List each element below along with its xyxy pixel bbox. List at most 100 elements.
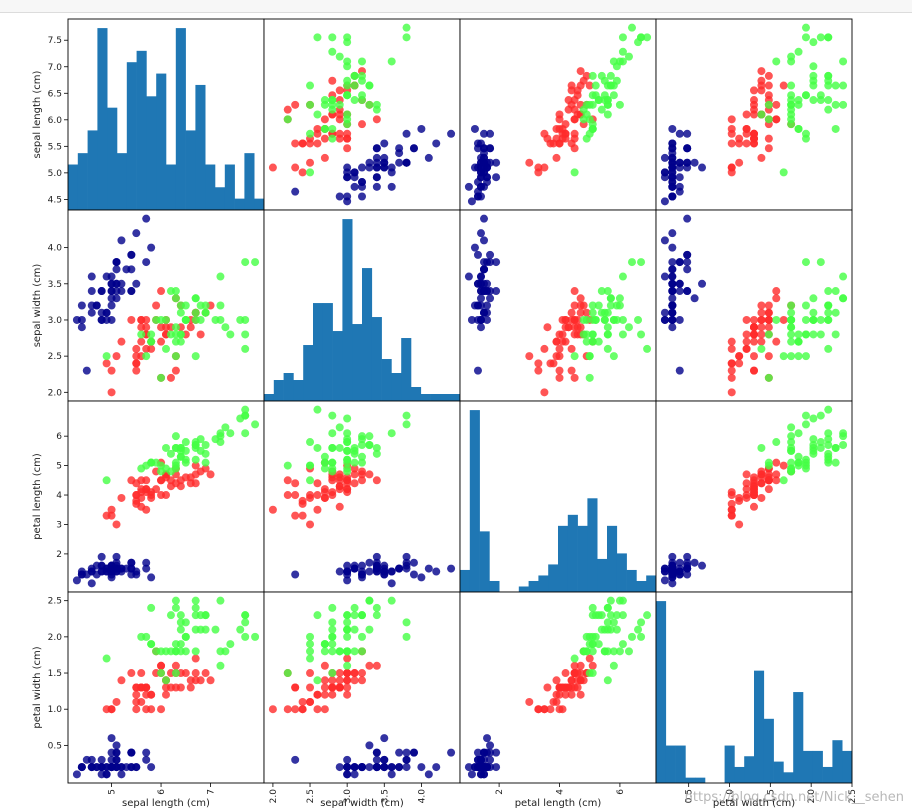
histogram-bar <box>175 28 186 210</box>
scatter-point <box>152 301 161 310</box>
scatter-point <box>117 676 126 685</box>
scatter-point <box>343 632 352 641</box>
scatter-point <box>358 669 366 678</box>
scatter-point <box>579 301 588 310</box>
scatter-point <box>112 561 121 570</box>
scatter-point <box>335 115 344 124</box>
scatter-point <box>742 491 751 500</box>
scatter-point <box>727 373 736 382</box>
scatter-point <box>567 86 576 95</box>
scatter-point <box>137 632 146 641</box>
scatter-point <box>839 81 848 90</box>
scatter-point <box>142 690 151 699</box>
scatter-point <box>328 647 337 656</box>
scatter-point <box>675 173 684 182</box>
scatter-point <box>683 287 692 296</box>
scatter-point <box>483 315 492 324</box>
scatter-point <box>77 763 86 772</box>
scatter-point <box>380 570 389 579</box>
scatter-point <box>313 705 322 714</box>
scatter-point <box>476 323 485 332</box>
scatter-point <box>764 301 773 310</box>
scatter-point <box>343 690 352 699</box>
scatter-point <box>350 647 359 656</box>
y-tick-label: 1.0 <box>48 705 63 715</box>
scatter-point <box>283 669 292 678</box>
scatter-point <box>166 482 175 491</box>
scatter-point <box>387 579 396 588</box>
scatter-point <box>132 229 141 238</box>
scatter-point <box>171 461 180 470</box>
scatter-point <box>772 100 781 109</box>
scatter-point <box>216 647 225 656</box>
y-tick-label: 0.5 <box>48 741 62 751</box>
scatter-point <box>787 96 796 105</box>
x-tick-label: 4 <box>556 789 566 795</box>
scatter-point <box>801 455 810 464</box>
scatter-point <box>320 661 329 670</box>
scatter-point <box>742 315 751 324</box>
scatter-point <box>764 71 773 80</box>
scatter-point <box>609 661 618 670</box>
scatter-point <box>191 654 200 663</box>
scatter-point <box>615 294 624 303</box>
y-tick-label: 1.5 <box>48 669 62 679</box>
scatter-point <box>787 330 796 339</box>
scatter-point <box>176 611 185 620</box>
scatter-point <box>358 182 366 191</box>
scatter-point <box>683 570 692 579</box>
scatter-point <box>107 567 116 576</box>
scatter-point <box>328 429 337 438</box>
scatter-point <box>668 323 677 332</box>
scatter-point <box>409 748 418 757</box>
scatter-point <box>816 96 825 105</box>
scatter-point <box>600 315 609 324</box>
scatter-point <box>291 491 300 500</box>
scatter-point <box>102 654 111 663</box>
scatter-point <box>320 452 329 461</box>
scatter-point <box>660 197 669 206</box>
scatter-point <box>350 71 359 80</box>
scatter-point <box>358 458 366 467</box>
scatter-point <box>365 625 374 634</box>
scatter-point <box>358 676 366 685</box>
scatter-point <box>576 323 585 332</box>
scatter-point <box>196 330 205 339</box>
scatter-point <box>241 618 250 627</box>
scatter-point <box>216 301 225 310</box>
scatter-point <box>600 96 609 105</box>
scatter-point <box>540 705 549 714</box>
scatter-point <box>132 479 141 488</box>
scatter-point <box>132 690 141 699</box>
scatter-point <box>809 294 818 303</box>
scatter-point <box>525 697 534 706</box>
scatter-point <box>142 505 151 514</box>
scatter-point <box>191 441 200 449</box>
scatter-point <box>624 647 633 656</box>
scatter-point <box>372 449 381 458</box>
scatter-point <box>567 139 576 148</box>
scatter-point <box>603 323 612 332</box>
histogram-bar <box>597 558 608 592</box>
scatter-point <box>764 100 773 109</box>
scatter-point <box>668 229 677 238</box>
panel-petal-width-vs-petal-length <box>459 591 657 784</box>
scatter-point <box>567 366 576 375</box>
scatter-point <box>328 676 337 685</box>
scatter-matrix-panels <box>67 18 853 784</box>
scatter-point <box>350 81 359 90</box>
scatter-point <box>216 596 225 605</box>
scatter-point <box>372 748 381 757</box>
scatter-point <box>570 330 579 339</box>
scatter-point <box>343 647 352 656</box>
scatter-point <box>432 139 441 148</box>
scatter-point <box>201 308 210 317</box>
scatter-point <box>241 429 250 438</box>
scatter-point <box>839 429 848 438</box>
scatter-point <box>372 173 381 182</box>
scatter-point <box>816 315 825 324</box>
scatter-point <box>137 669 146 678</box>
scatter-point <box>216 661 225 670</box>
scatter-point <box>609 647 618 656</box>
scatter-point <box>365 596 374 605</box>
